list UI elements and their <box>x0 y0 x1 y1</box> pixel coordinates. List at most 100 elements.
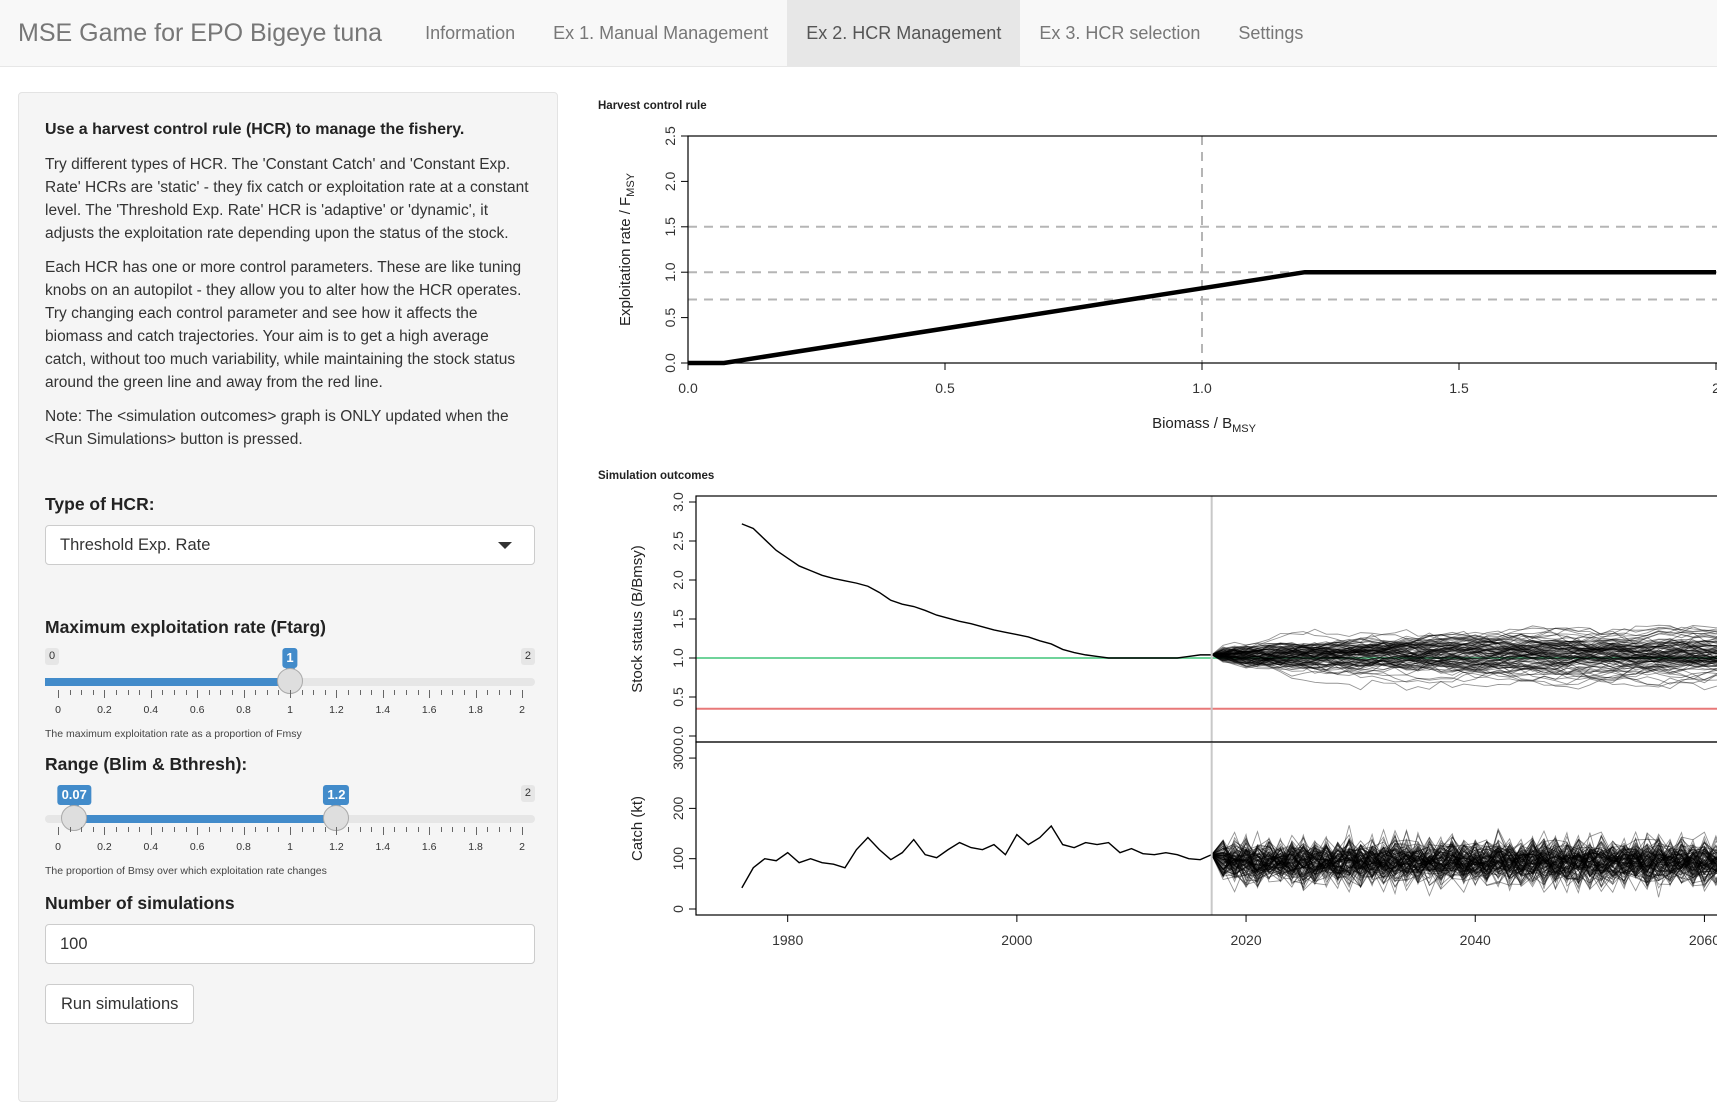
simulation-line <box>1211 840 1717 889</box>
slider-tick <box>324 827 326 832</box>
range-low-handle[interactable] <box>61 805 88 831</box>
slider-tick-label: 0.6 <box>189 841 205 853</box>
simulation-line <box>1211 635 1717 664</box>
slider-tick <box>278 827 280 832</box>
simulation-line <box>1211 842 1717 882</box>
simulation-line <box>1211 844 1717 892</box>
simulation-line <box>1211 636 1717 658</box>
simulation-line <box>1211 836 1717 888</box>
nsim-label: Number of simulations <box>45 893 235 913</box>
slider-tick-label: 1 <box>287 841 293 853</box>
slider-tick-label: 0.8 <box>236 704 251 716</box>
simulation-line <box>1211 830 1717 885</box>
slider-tick <box>69 690 71 695</box>
simulation-line <box>1211 835 1717 888</box>
slider-tick <box>116 827 117 832</box>
simulation-line <box>1211 635 1717 663</box>
simulation-line <box>1211 651 1717 670</box>
simulation-line <box>1211 833 1717 884</box>
simulation-line <box>1211 829 1717 887</box>
tab-settings[interactable]: Settings <box>1238 22 1304 43</box>
slider-tick <box>255 827 257 832</box>
simulation-line <box>1211 837 1717 885</box>
slider-tick <box>440 827 442 832</box>
simulation-line <box>1211 645 1717 671</box>
simulation-line <box>1211 838 1717 885</box>
simulation-line <box>1211 832 1717 892</box>
slider-tick <box>150 690 152 698</box>
hcr-type-value: Threshold Exp. Rate <box>60 535 211 554</box>
y-tick-label: 0.0 <box>670 726 686 746</box>
slider-tick <box>475 690 477 698</box>
simulation-line <box>1211 643 1717 672</box>
simulation-line <box>1211 837 1717 879</box>
simulation-line <box>1211 654 1717 685</box>
range-slider[interactable]: 2 0.07 1.2 0 0.2 0.4 0.6 0.8 1 1.2 1.4 1.6 1.8 2 <box>45 785 535 865</box>
simulation-line <box>1211 643 1717 668</box>
simulation-line <box>1211 644 1717 668</box>
x-tick-label: 2060 <box>1689 932 1717 948</box>
slider-tick <box>127 827 129 832</box>
tab-information[interactable]: Information <box>425 22 516 43</box>
hcr-type-select[interactable]: Threshold Exp. Rate <box>45 525 535 565</box>
slider-tick-label: 0.4 <box>143 704 159 716</box>
y-tick-label: 0.5 <box>662 308 678 328</box>
x-axis-label: Biomass / BMSY <box>1152 415 1257 435</box>
simulation-line <box>1211 641 1717 671</box>
ftarg-max-label: 2 <box>520 648 535 665</box>
intro-paragraph-control-params: Each HCR has one or more control paramet… <box>45 259 522 391</box>
slider-tick <box>429 827 431 835</box>
simulation-line <box>1211 832 1717 891</box>
simulation-line <box>1211 644 1717 672</box>
simulation-line <box>1211 634 1717 669</box>
slider-tick <box>475 827 477 835</box>
simulation-line <box>1211 647 1717 670</box>
simulation-line <box>1211 642 1717 662</box>
tab-manual-management[interactable]: Ex 1. Manual Management <box>553 22 769 43</box>
simulation-line <box>1211 840 1717 887</box>
slider-tick <box>394 690 396 695</box>
slider-tick-label: 1.6 <box>421 841 437 853</box>
slider-tick <box>452 690 454 695</box>
simulation-line <box>1211 838 1717 882</box>
slider-tick <box>510 690 512 695</box>
biomass-history-line <box>741 523 1212 659</box>
range-fill <box>74 815 337 823</box>
simulation-line <box>1211 830 1717 889</box>
y-tick-label: 1.0 <box>670 648 686 668</box>
simulation-line <box>1211 838 1717 884</box>
app-brand[interactable]: MSE Game for EPO Bigeye tuna <box>18 18 383 47</box>
simulation-line <box>1211 643 1717 666</box>
tab-hcr-selection[interactable]: Ex 3. HCR selection <box>1039 22 1201 43</box>
nsim-value: 100 <box>60 934 88 953</box>
slider-tick <box>371 690 373 695</box>
navbar: MSE Game for EPO Bigeye tuna Information… <box>0 0 1717 67</box>
simulation-line <box>1211 634 1717 662</box>
nav-tabs: Information Ex 1. Manual Management Ex 2… <box>406 0 1322 66</box>
slider-tick <box>139 827 141 832</box>
slider-tick <box>208 827 210 832</box>
simulation-line <box>1211 637 1717 662</box>
sim-plot-title: Simulation outcomes <box>598 470 715 482</box>
tab-hcr-management[interactable]: Ex 2. HCR Management <box>787 0 1021 66</box>
ftarg-slider[interactable]: 0 2 1 0 0.2 0.4 0.6 0.8 1 1.2 1.4 1.6 1.8 2 <box>45 648 535 728</box>
simulation-line <box>1211 639 1717 667</box>
simulation-line <box>1211 654 1717 684</box>
simulation-line <box>1211 839 1717 885</box>
slider-tick <box>382 690 384 698</box>
simulation-line <box>1211 651 1717 671</box>
slider-tick <box>487 827 489 832</box>
simulation-line <box>1211 642 1717 661</box>
ftarg-label: Maximum exploitation rate (Ftarg) <box>45 617 327 637</box>
nsim-input[interactable]: 100 <box>45 924 535 964</box>
simulation-line <box>1211 640 1717 675</box>
simulation-line <box>1211 842 1717 879</box>
x-tick-label: 1.0 <box>1192 380 1212 396</box>
slider-tick <box>301 690 303 695</box>
simulation-line <box>1211 645 1717 676</box>
run-simulations-button[interactable]: Run simulations <box>45 984 195 1024</box>
slider-tick <box>174 690 175 695</box>
slider-tick <box>382 827 384 835</box>
simulation-line <box>1211 838 1717 891</box>
y-tick-label: 2.5 <box>670 531 686 551</box>
